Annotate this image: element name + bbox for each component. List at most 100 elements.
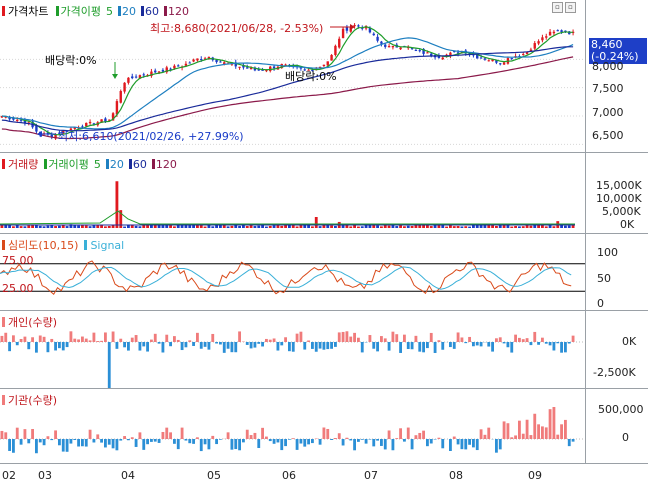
price-candle [392,46,394,47]
individual-bar [43,337,46,342]
institution-chart[interactable] [0,389,648,463]
individual-bar [549,342,552,345]
price-candle [127,78,129,83]
individual-bar [169,342,172,346]
individual-bar [491,342,494,352]
institution-bar [280,439,283,450]
institution-bar [334,438,337,439]
institution-bar [510,437,513,439]
individual-chart[interactable] [0,311,648,389]
vol-y-tick-2: 10,000K [596,192,642,205]
institution-bar [146,439,149,444]
institution-bar [392,439,395,450]
institution-bar [556,435,559,439]
institution-y-tick-1: 500,000 [598,403,644,416]
volume-bar [361,226,364,228]
price-candle [541,37,543,40]
individual-bar [89,340,92,342]
volume-bar [445,227,448,228]
legend-ma120-swatch [164,6,167,16]
institution-bar [476,439,479,450]
price-panel-title: 가격차트 [8,3,48,19]
maximize-icon[interactable]: ▫ [565,2,576,13]
individual-bar [173,336,176,342]
price-candle [104,118,106,121]
institution-bar [158,439,161,443]
price-candle [334,46,336,55]
volume-bar [20,226,23,228]
individual-bar [254,342,257,348]
x-tick-08: 08 [449,469,463,482]
volume-bar [27,226,30,228]
volume-bar [330,226,333,228]
individual-bar [277,342,280,351]
individual-bar [211,334,214,342]
individual-bar [139,342,142,351]
volume-bar [510,227,513,228]
institution-bar [47,436,50,439]
institution-bar [533,414,536,439]
volume-bar [311,226,314,228]
individual-bar [146,342,149,352]
institution-bar [300,439,303,444]
price-candle [560,30,562,32]
institution-bar [104,439,107,447]
individual-bar [449,342,452,347]
price-candle [357,25,359,26]
individual-bar [388,342,391,351]
price-candle [549,32,551,36]
individual-bar [434,342,437,353]
volume-bar [58,226,61,228]
volume-bar [254,226,257,228]
volume-bar [418,225,421,228]
price-candle [384,45,386,47]
x-axis: 02 03 04 05 06 07 08 09 [0,463,648,488]
individual-bar [58,342,61,348]
individual-bar [24,337,27,342]
price-candle [173,66,175,69]
individual-bar [16,342,19,345]
individual-bar [288,342,291,351]
individual-bar [231,342,234,352]
volume-bar [12,226,15,228]
institution-bar [215,439,218,444]
individual-bar [284,337,287,342]
volume-bar [395,226,398,228]
institution-bar [461,439,464,449]
individual-bar [357,338,360,342]
price-candle [196,58,198,60]
volume-bar [464,226,467,228]
institution-bar [39,439,42,442]
individual-bar [208,342,211,350]
volume-bar [411,226,414,228]
institution-bar [384,439,387,449]
price-candle [154,71,156,73]
vol-y-tick-4: 0K [620,218,634,231]
institution-bar [407,428,410,439]
institution-bar [31,429,34,439]
price-candle [419,50,421,51]
institution-bar [200,439,203,451]
individual-bar [196,333,199,342]
institution-bar [96,434,99,439]
institution-bar [307,439,310,444]
individual-bar [495,338,498,342]
x-tick-09: 09 [528,469,542,482]
vol-y-tick-3: 5,000K [602,205,641,218]
individual-bar [219,342,222,344]
individual-bar [204,342,207,347]
volume-bar [93,225,96,228]
individual-bar [131,338,134,342]
institution-bar [537,424,540,439]
individual-bar [108,342,111,388]
psych-panel: 심리도(10,15) Signal 75.00 25.00 100 50 0 [0,234,648,311]
minimize-icon[interactable]: ▫ [552,2,563,13]
individual-bar [453,342,456,349]
individual-bar [223,342,226,353]
volume-title-swatch [2,159,5,169]
individual-bar [399,342,402,353]
volume-bar [514,226,517,228]
individual-bar [330,342,333,349]
volume-bar [430,226,433,228]
volume-bar [104,226,107,228]
